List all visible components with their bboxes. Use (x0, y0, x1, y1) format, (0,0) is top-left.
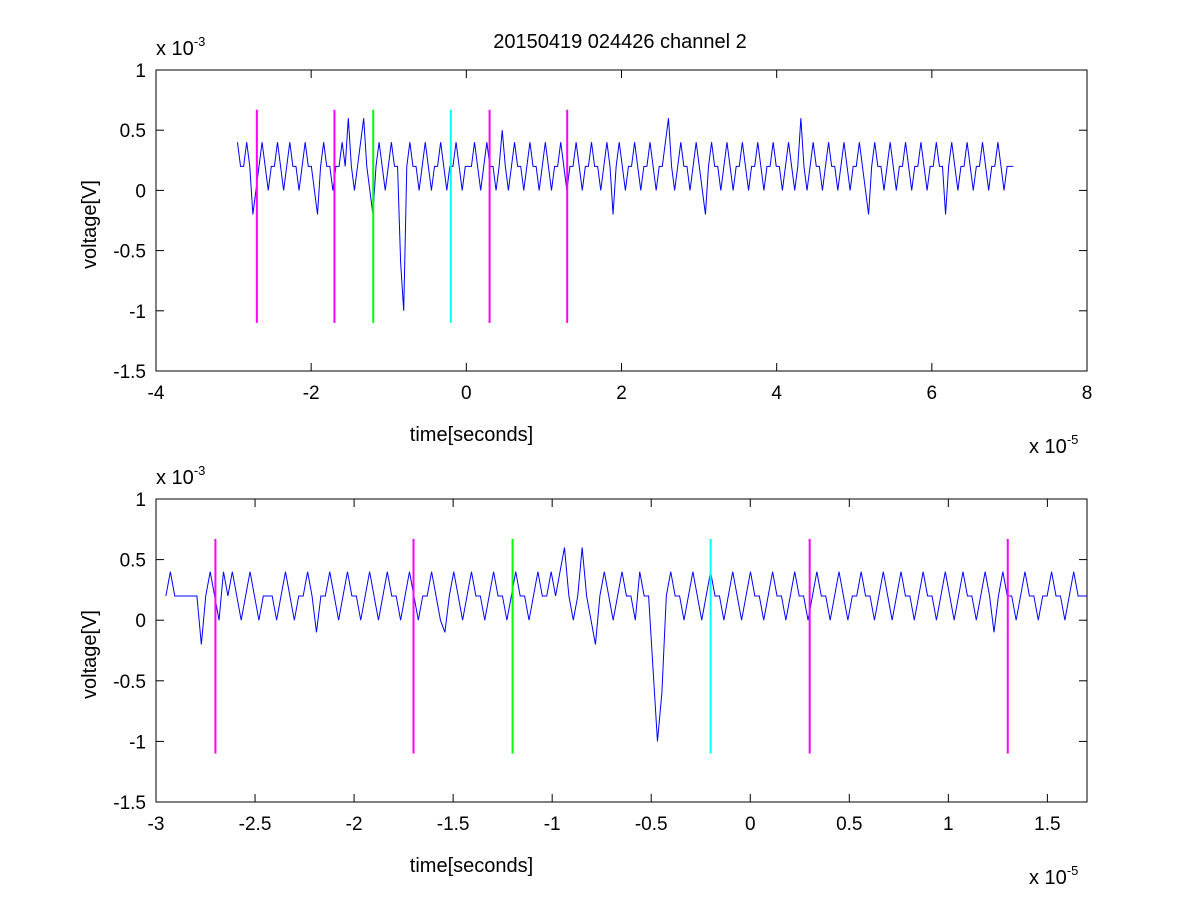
x-axis-label-bottom: time[seconds] (410, 855, 533, 877)
signal-line-top-0 (236, 118, 1014, 311)
y-exponent-label-top: x 10-3 (156, 34, 205, 60)
x-exponent-bottom: -5 (1067, 863, 1079, 878)
x-multiplier-top: x 10 (1029, 436, 1067, 458)
y-tick-label-top-3: 0 (135, 181, 146, 202)
x-exponent-label-bottom: x 10-5 (1029, 863, 1078, 889)
y-tick-label-top-4: 0.5 (120, 121, 146, 142)
y-tick-label-bottom-0: -1.5 (113, 793, 146, 814)
y-axis-label-top: voltage[V] (79, 180, 101, 269)
x-tick-label-top-0: -4 (148, 383, 165, 404)
y-tick-label-bottom-1: -1 (129, 732, 146, 753)
x-tick-label-bottom-9: 1.5 (1034, 814, 1060, 835)
signal-group-top (236, 118, 1014, 311)
x-tick-label-bottom-5: -0.5 (635, 814, 668, 835)
x-axis-label-top: time[seconds] (410, 424, 533, 446)
x-tick-label-bottom-4: -1 (544, 814, 561, 835)
y-tick-label-bottom-2: -0.5 (113, 672, 146, 693)
markers-group-bottom (214, 538, 1009, 754)
x-tick-label-bottom-0: -3 (148, 814, 165, 835)
x-tick-label-top-2: 0 (461, 383, 472, 404)
plot-top: -4 -2 0 2 4 6 8 -1.5 -1 -0.5 0 0.5 1 time[seconds] v… (79, 34, 1092, 458)
y-tick-label-top-5: 1 (135, 61, 146, 82)
x-tick-label-bottom-3: -1.5 (437, 814, 470, 835)
y-tick-label-bottom-3: 0 (135, 611, 146, 632)
y-axis-label-bottom: voltage[V] (79, 610, 101, 699)
ticks-group-bottom: -3 -2.5 -2 -1.5 -1 -0.5 0 0.5 1 1.5 -1.5 -1 -0.5 0 0.5… (113, 490, 1087, 835)
y-exponent-bottom: -3 (194, 463, 206, 478)
plot-bottom: -3 -2.5 -2 -1.5 -1 -0.5 0 0.5 1 1.5 -1.5 -1 -0.5 0 0.5… (79, 463, 1088, 889)
signal-group-bottom (165, 547, 1087, 742)
x-tick-label-top-3: 2 (616, 383, 627, 404)
x-tick-label-top-1: -2 (303, 383, 320, 404)
y-exponent-label-bottom: x 10-3 (156, 463, 205, 489)
markers-group-top (255, 109, 569, 323)
x-tick-label-top-4: 4 (771, 383, 782, 404)
y-multiplier-bottom: x 10 (156, 467, 194, 489)
x-tick-label-bottom-2: -2 (346, 814, 363, 835)
ticks-group-top: -4 -2 0 2 4 6 8 -1.5 -1 -0.5 0 0.5 1 (113, 61, 1092, 404)
y-tick-label-bottom-5: 1 (135, 490, 146, 511)
y-tick-label-bottom-4: 0.5 (120, 551, 146, 572)
x-tick-label-bottom-7: 0.5 (836, 814, 862, 835)
y-multiplier-top: x 10 (156, 38, 194, 60)
x-tick-label-top-5: 6 (927, 383, 938, 404)
x-exponent-top: -5 (1067, 432, 1079, 447)
chart-title: 20150419 024426 channel 2 (493, 31, 747, 53)
x-tick-label-top-6: 8 (1082, 383, 1093, 404)
y-exponent-top: -3 (194, 34, 206, 49)
x-exponent-label-top: x 10-5 (1029, 432, 1078, 458)
signal-line-bottom-0 (165, 547, 1087, 742)
y-tick-label-top-0: -1.5 (113, 362, 146, 383)
x-multiplier-bottom: x 10 (1029, 867, 1067, 889)
x-tick-label-bottom-8: 1 (943, 814, 954, 835)
x-tick-label-bottom-1: -2.5 (239, 814, 272, 835)
x-tick-label-bottom-6: 0 (745, 814, 756, 835)
y-tick-label-top-2: -0.5 (113, 242, 146, 263)
y-tick-label-top-1: -1 (129, 302, 146, 323)
axes-box-bottom (155, 498, 1088, 803)
